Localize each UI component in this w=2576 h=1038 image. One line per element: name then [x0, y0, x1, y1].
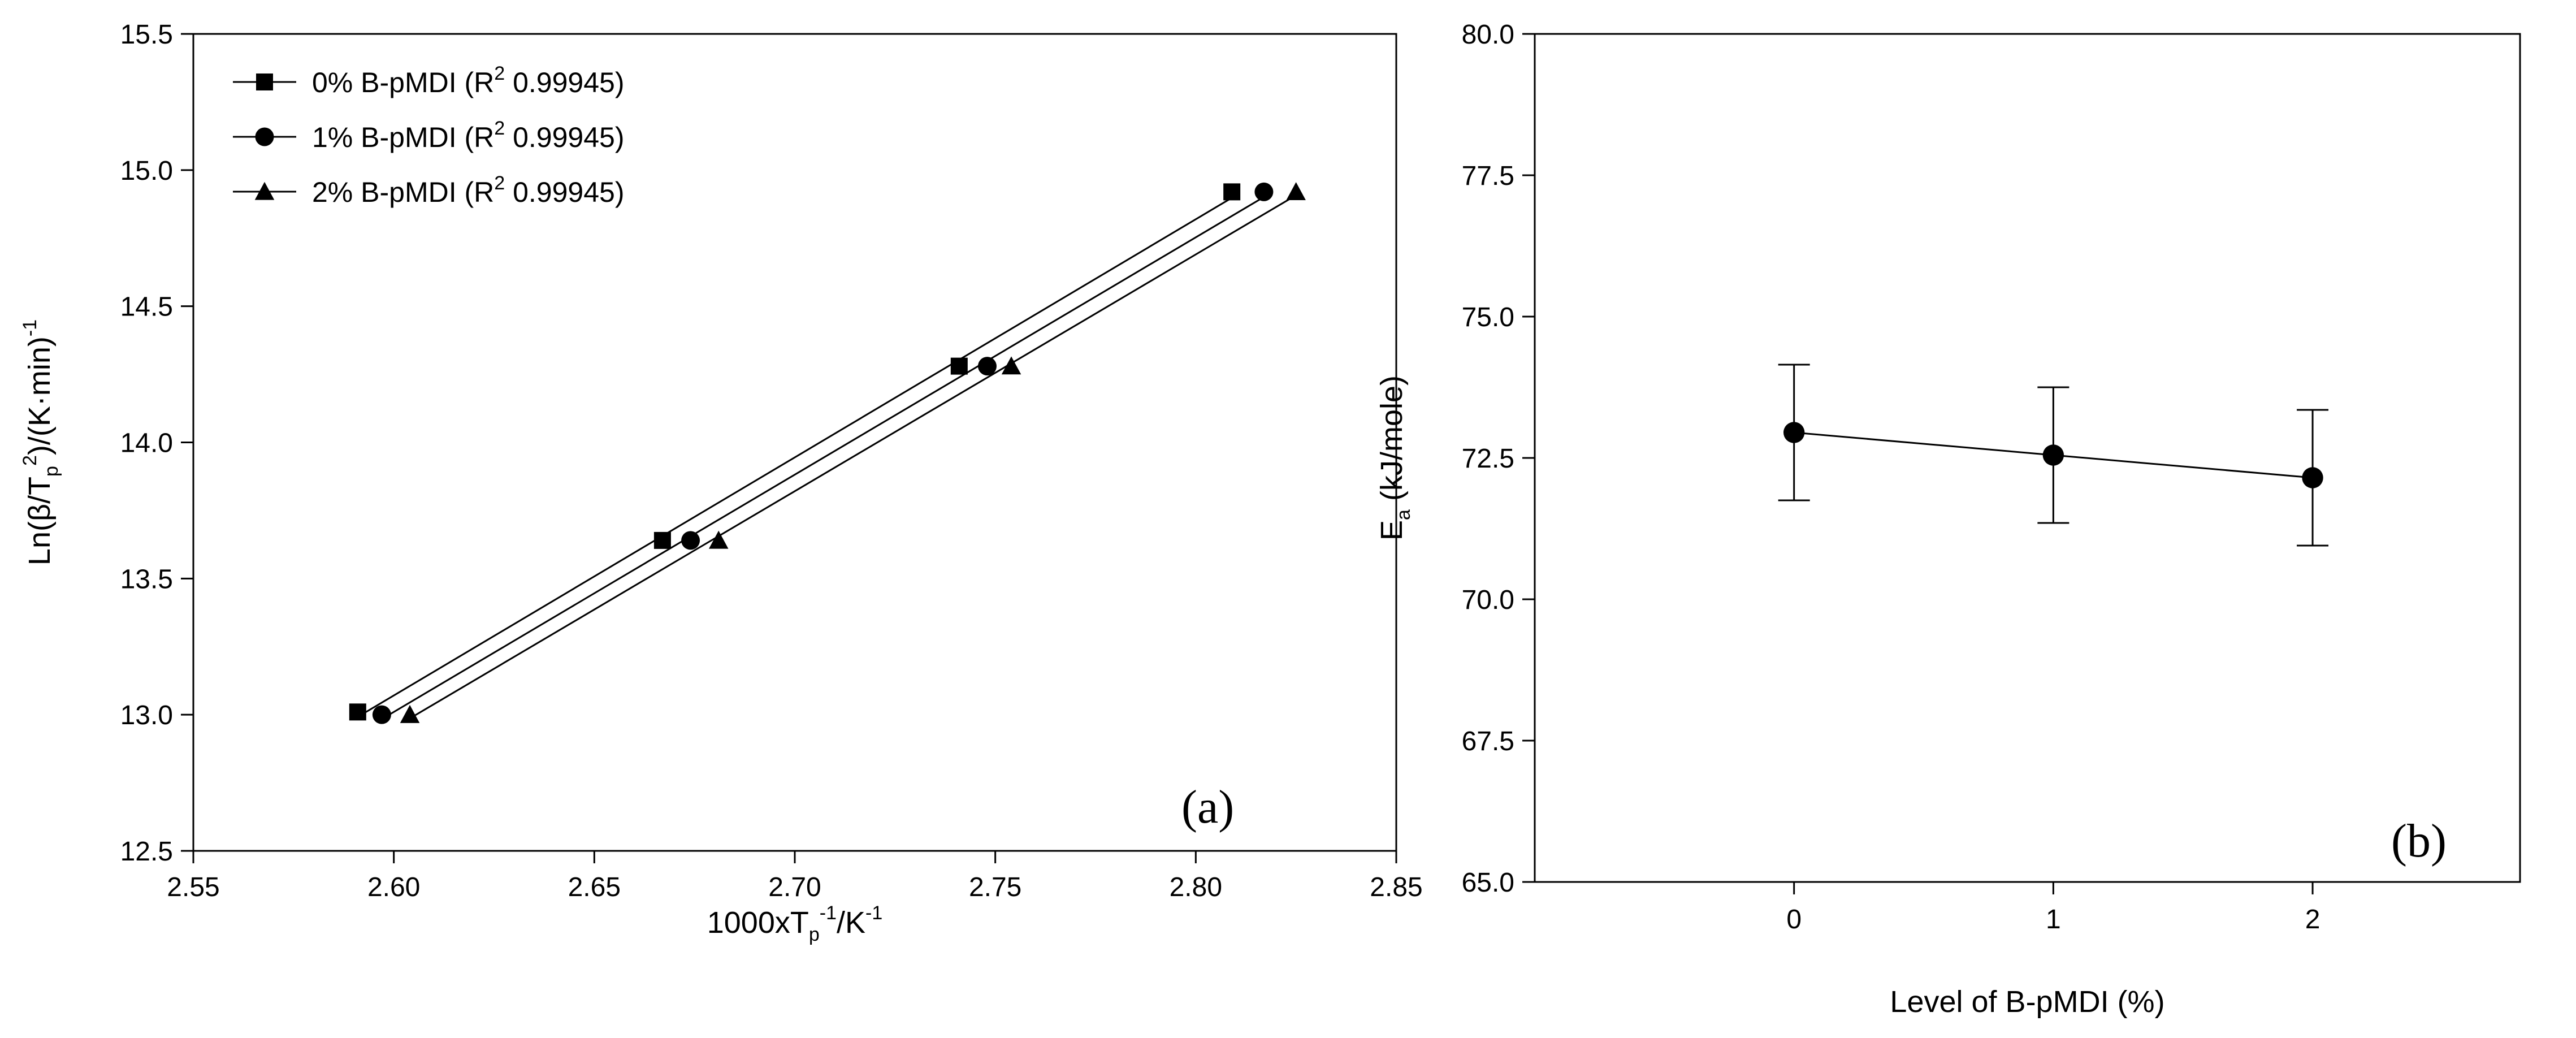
series-activation-energy: [1778, 364, 2329, 547]
legend: 0% B-pMDI (R2 0.99945) 1% B-pMDI (R2 0.99…: [233, 63, 624, 208]
x-tick-label: 2.85: [1370, 872, 1422, 902]
x-tick-label: 2.55: [167, 872, 219, 902]
x-axis-title: 1000xTp-1/K-1: [707, 902, 883, 945]
x-tick-label: 2.70: [768, 872, 821, 902]
legend-marker-triangle: [254, 181, 275, 200]
data-point: [1286, 182, 1306, 201]
y-tick-label: 65.0: [1462, 868, 1514, 898]
data-point: [349, 703, 366, 721]
x-tick-label: 2.60: [367, 872, 420, 902]
y-tick-label: 15.0: [120, 156, 173, 186]
legend-marker-square: [256, 73, 273, 90]
plot-frame: [192, 33, 1397, 852]
data-point: [1254, 182, 1274, 201]
y-tick-label: 72.5: [1462, 444, 1514, 474]
panel-label: (a): [1181, 781, 1234, 833]
series-circle: [372, 182, 1274, 724]
data-point: [950, 357, 968, 375]
data-point: [2302, 467, 2323, 488]
y-tick-label: 13.5: [120, 564, 173, 594]
y-tick-label: 15.5: [120, 20, 173, 50]
data-point: [400, 704, 420, 723]
fit-line: [381, 196, 1265, 720]
data-point: [2042, 444, 2064, 466]
y-tick-label: 75.0: [1462, 302, 1514, 332]
y-axis-title: Ea (kJ/mole): [1375, 375, 1414, 540]
y-tick-label: 67.5: [1462, 726, 1514, 756]
data-point: [708, 530, 729, 549]
panel-b-activation-energy-plot: 0 1 2 65.0 67.5 70.0 72.5 75.0 77.5 80.0 (b) Level …: [1375, 20, 2521, 1019]
x-tick-label: 2.65: [568, 872, 621, 902]
series-triangle: [400, 182, 1306, 723]
legend-label: 1% B-pMDI (R2 0.99945): [312, 118, 624, 153]
x-tick-label: 1: [2046, 905, 2061, 935]
y-tick-label: 13.0: [120, 700, 173, 730]
data-point: [681, 531, 700, 550]
x-tick-label: 0: [1786, 905, 1802, 935]
legend-label: 0% B-pMDI (R2 0.99945): [312, 63, 624, 98]
fit-line: [357, 197, 1232, 718]
y-tick-label: 14.5: [120, 292, 173, 322]
fit-line: [409, 194, 1297, 720]
data-point: [653, 531, 671, 549]
series-square: [349, 183, 1241, 721]
y-axis-title: Ln(β/Tp2)/(K·min)-1: [19, 319, 62, 565]
y-tick-label: 70.0: [1462, 585, 1514, 615]
x-tick-label: 2: [2305, 905, 2320, 935]
legend-marker-circle: [255, 127, 274, 146]
legend-label: 2% B-pMDI (R2 0.99945): [312, 172, 624, 208]
x-tick-label: 2.80: [1170, 872, 1222, 902]
x-axis-title: Level of B-pMDI (%): [1890, 985, 2164, 1019]
data-point: [1001, 356, 1021, 375]
plot-frame: [1534, 33, 2521, 883]
x-tick-label: 2.75: [969, 872, 1021, 902]
data-point: [1223, 183, 1241, 201]
y-tick-label: 14.0: [120, 429, 173, 459]
y-tick-label: 12.5: [120, 837, 173, 867]
data-point: [1783, 422, 1805, 443]
y-tick-label: 77.5: [1462, 161, 1514, 191]
data-point: [977, 357, 997, 376]
panel-a-kissinger-plot: 2.55 2.60 2.65 2.70 2.75 2.80 2.85 12.5 13.0 13.5…: [19, 20, 1423, 945]
data-point: [372, 705, 391, 724]
panel-label: (b): [2391, 815, 2447, 867]
y-tick-label: 80.0: [1462, 20, 1514, 50]
